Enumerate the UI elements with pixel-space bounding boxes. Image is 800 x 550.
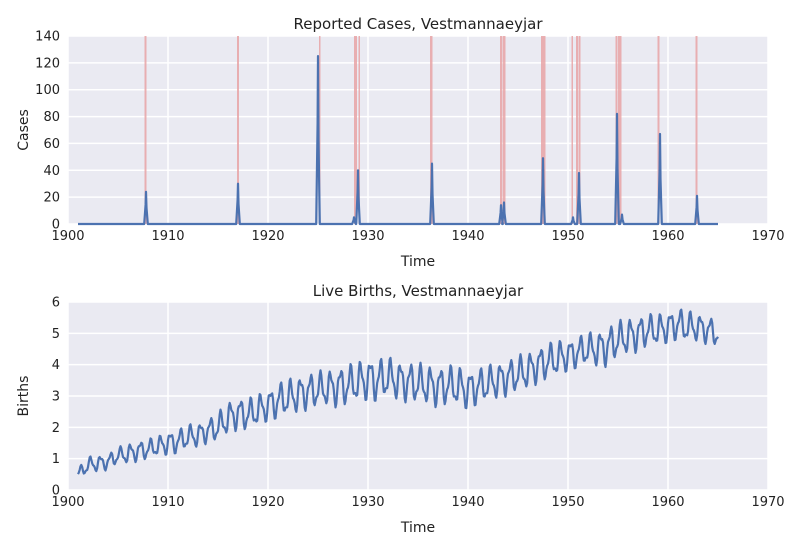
highlight-span xyxy=(358,36,360,224)
births-y-tick-label: 5 xyxy=(52,327,60,342)
cases-panel: 1900 1910 1920 1930 1940 1950 1960 1970 0 20 40 60… xyxy=(16,15,785,270)
births-y-tick-label: 0 xyxy=(52,484,60,499)
highlight-span xyxy=(695,36,698,224)
cases-x-tick-label: 1970 xyxy=(751,229,784,244)
cases-series xyxy=(78,55,718,226)
highlight-span xyxy=(430,36,433,224)
births-series-line xyxy=(77,308,719,475)
cases-y-tick-label: 140 xyxy=(35,30,60,45)
births-y-ticks: 0 1 2 3 4 5 6 xyxy=(52,296,60,499)
births-y-tick-label: 4 xyxy=(52,358,60,373)
highlight-span xyxy=(319,36,321,224)
cases-y-tick-label: 0 xyxy=(52,218,60,233)
cases-x-axis-label: Time xyxy=(400,254,435,270)
cases-y-tick-label: 40 xyxy=(43,164,60,179)
cases-y-tick-label: 20 xyxy=(43,191,60,206)
cases-chart-title: Reported Cases, Vestmannaeyjar xyxy=(294,15,544,33)
highlight-span xyxy=(237,36,239,224)
births-x-tick-label: 1930 xyxy=(351,495,384,510)
births-chart-title: Live Births, Vestmannaeyjar xyxy=(313,282,524,300)
cases-y-tick-label: 60 xyxy=(43,137,60,152)
cases-x-tick-label: 1920 xyxy=(251,229,284,244)
highlight-span xyxy=(571,36,573,224)
highlight-span xyxy=(500,36,503,224)
cases-plot-background xyxy=(68,36,768,224)
births-y-tick-label: 2 xyxy=(52,421,60,436)
cases-series-line xyxy=(78,55,718,226)
highlight-span xyxy=(354,36,357,224)
cases-x-tick-label: 1960 xyxy=(651,229,684,244)
cases-y-tick-label: 80 xyxy=(43,110,60,125)
highlight-span xyxy=(618,36,622,224)
births-x-tick-label: 1960 xyxy=(651,495,684,510)
highlight-span xyxy=(503,36,506,224)
highlight-span xyxy=(657,36,660,224)
cases-x-tick-label: 1900 xyxy=(51,229,84,244)
births-panel: 1900 1910 1920 1930 1940 1950 1960 1970 0 1 2 3 4 5 6… xyxy=(16,282,785,536)
births-x-tick-label: 1970 xyxy=(751,495,784,510)
cases-x-ticks: 1900 1910 1920 1930 1940 1950 1960 1970 xyxy=(51,229,784,244)
births-x-tick-label: 1940 xyxy=(451,495,484,510)
cases-y-axis-label: Cases xyxy=(16,109,32,151)
cases-x-tick-label: 1940 xyxy=(451,229,484,244)
births-series xyxy=(77,308,719,475)
births-x-axis-label: Time xyxy=(400,520,435,536)
cases-x-tick-label: 1930 xyxy=(351,229,384,244)
cases-y-tick-label: 100 xyxy=(35,83,60,98)
cases-x-tick-label: 1950 xyxy=(551,229,584,244)
highlight-span xyxy=(541,36,546,224)
cases-grid xyxy=(67,35,769,225)
births-y-tick-label: 1 xyxy=(52,452,60,467)
highlight-span xyxy=(578,36,581,224)
births-x-ticks: 1900 1910 1920 1930 1940 1950 1960 1970 xyxy=(51,495,784,510)
highlight-span xyxy=(144,36,147,224)
cases-y-ticks: 0 20 40 60 80 100 120 140 xyxy=(35,30,60,233)
births-grid xyxy=(67,301,769,491)
births-x-tick-label: 1950 xyxy=(551,495,584,510)
births-y-tick-label: 6 xyxy=(52,296,60,311)
highlight-span xyxy=(576,36,578,224)
births-x-tick-label: 1910 xyxy=(151,495,184,510)
cases-y-tick-label: 120 xyxy=(35,56,60,71)
births-y-axis-label: Births xyxy=(16,376,32,417)
births-y-tick-label: 3 xyxy=(52,390,60,405)
cases-x-tick-label: 1910 xyxy=(151,229,184,244)
births-x-tick-label: 1920 xyxy=(251,495,284,510)
births-x-tick-label: 1900 xyxy=(51,495,84,510)
